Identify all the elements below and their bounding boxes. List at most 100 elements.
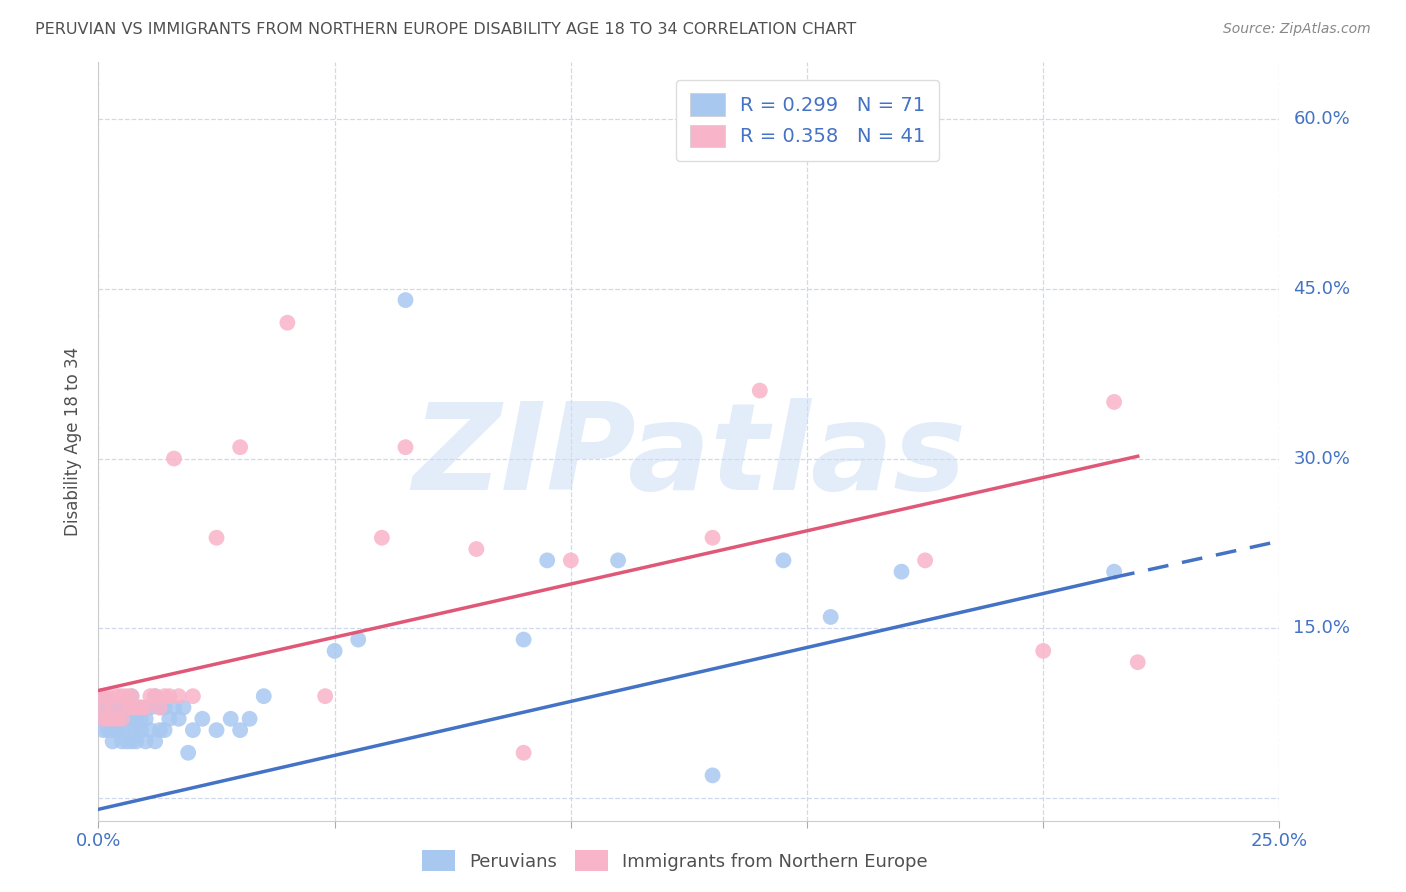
Point: [105, 689, 128, 703]
Point: [1032, 644, 1054, 658]
Point: [149, 700, 172, 714]
Point: [111, 712, 134, 726]
Point: [394, 293, 416, 307]
Point: [323, 644, 346, 658]
Point: [157, 712, 180, 726]
Point: [1102, 395, 1125, 409]
Point: [91, 689, 114, 703]
Point: [125, 734, 148, 748]
Point: [239, 712, 262, 726]
Y-axis label: Disability Age 18 to 34: Disability Age 18 to 34: [65, 347, 83, 536]
Point: [97, 700, 120, 714]
Point: [512, 746, 534, 760]
Point: [121, 700, 143, 714]
Point: [143, 734, 166, 748]
Point: [97, 712, 120, 726]
Legend: R = 0.299   N = 71, R = 0.358   N = 41: R = 0.299 N = 71, R = 0.358 N = 41: [676, 79, 939, 161]
Point: [105, 700, 128, 714]
Point: [91, 723, 114, 738]
Point: [91, 689, 114, 703]
Point: [125, 723, 148, 738]
Point: [163, 700, 186, 714]
Point: [125, 712, 148, 726]
Point: [205, 531, 228, 545]
Point: [135, 700, 157, 714]
Point: [105, 712, 128, 726]
Point: [143, 689, 166, 703]
Point: [347, 632, 370, 647]
Point: [139, 689, 162, 703]
Text: ZIPatlas: ZIPatlas: [412, 398, 966, 516]
Point: [890, 565, 912, 579]
Text: 45.0%: 45.0%: [1294, 280, 1351, 298]
Text: 15.0%: 15.0%: [1294, 619, 1350, 637]
Point: [181, 723, 204, 738]
Point: [101, 700, 124, 714]
Point: [105, 723, 128, 738]
Point: [101, 723, 124, 738]
Point: [253, 689, 276, 703]
Text: 60.0%: 60.0%: [1294, 110, 1350, 128]
Point: [820, 610, 842, 624]
Point: [205, 723, 228, 738]
Point: [125, 700, 148, 714]
Point: [111, 712, 134, 726]
Point: [115, 700, 138, 714]
Point: [115, 689, 138, 703]
Point: [149, 700, 172, 714]
Point: [153, 723, 176, 738]
Point: [748, 384, 770, 398]
Point: [101, 712, 124, 726]
Point: [91, 700, 114, 714]
Point: [129, 700, 152, 714]
Point: [111, 700, 134, 714]
Point: [111, 734, 134, 748]
Point: [149, 723, 172, 738]
Point: [101, 712, 124, 726]
Point: [191, 712, 214, 726]
Point: [129, 700, 152, 714]
Point: [560, 553, 582, 567]
Legend: Peruvians, Immigrants from Northern Europe: Peruvians, Immigrants from Northern Euro…: [415, 843, 935, 879]
Point: [91, 712, 114, 726]
Point: [105, 723, 128, 738]
Point: [167, 689, 190, 703]
Point: [314, 689, 336, 703]
Point: [1126, 655, 1149, 669]
Point: [177, 746, 200, 760]
Point: [167, 712, 190, 726]
Point: [97, 700, 120, 714]
Point: [91, 700, 114, 714]
Point: [97, 723, 120, 738]
Point: [115, 734, 138, 748]
Point: [1102, 565, 1125, 579]
Point: [512, 632, 534, 647]
Point: [772, 553, 794, 567]
Text: PERUVIAN VS IMMIGRANTS FROM NORTHERN EUROPE DISABILITY AGE 18 TO 34 CORRELATION : PERUVIAN VS IMMIGRANTS FROM NORTHERN EUR…: [35, 22, 856, 37]
Point: [121, 723, 143, 738]
Point: [153, 700, 176, 714]
Point: [121, 689, 143, 703]
Point: [101, 734, 124, 748]
Point: [702, 531, 724, 545]
Point: [101, 712, 124, 726]
Point: [111, 723, 134, 738]
Point: [121, 712, 143, 726]
Point: [229, 723, 252, 738]
Point: [91, 712, 114, 726]
Point: [101, 700, 124, 714]
Point: [135, 712, 157, 726]
Point: [139, 723, 162, 738]
Point: [121, 734, 143, 748]
Point: [135, 734, 157, 748]
Point: [139, 700, 162, 714]
Point: [702, 768, 724, 782]
Point: [181, 689, 204, 703]
Point: [115, 700, 138, 714]
Point: [129, 712, 152, 726]
Point: [914, 553, 936, 567]
Point: [219, 712, 242, 726]
Point: [172, 700, 194, 714]
Text: Source: ZipAtlas.com: Source: ZipAtlas.com: [1223, 22, 1371, 37]
Point: [394, 440, 416, 454]
